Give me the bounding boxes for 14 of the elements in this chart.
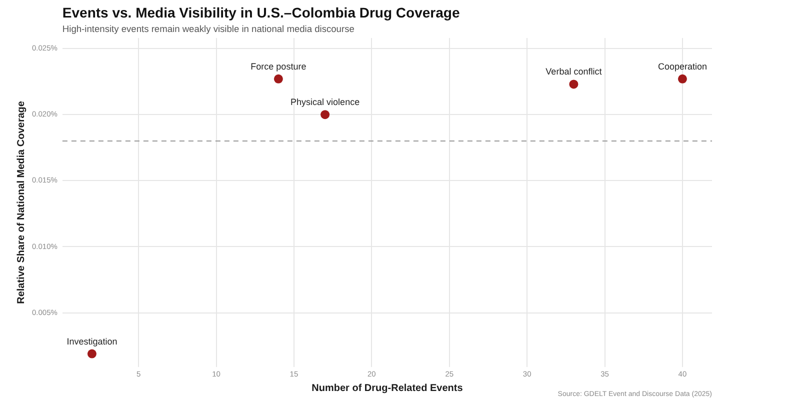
point <box>678 74 687 84</box>
annotation: Force posture <box>250 61 306 72</box>
annotation: Investigation <box>66 336 118 346</box>
annotation: Physical violence <box>290 97 360 108</box>
point <box>274 74 283 84</box>
annotation: Verbal conflict <box>546 66 602 77</box>
point <box>87 349 96 358</box>
annotation: Cooperation <box>658 61 707 72</box>
chart-subtitle: High-intensity events remain weakly visible in national media discourse <box>62 24 354 34</box>
point <box>320 110 330 120</box>
x-axis-title: Number of Drug-Related Events <box>312 382 464 394</box>
point <box>569 80 578 89</box>
chart-title: Events vs. Media Visibility in U.S.–Colombia Drug Coverage <box>62 4 460 20</box>
y-axis-title: Relative Share of National Media Coverage <box>16 100 27 304</box>
